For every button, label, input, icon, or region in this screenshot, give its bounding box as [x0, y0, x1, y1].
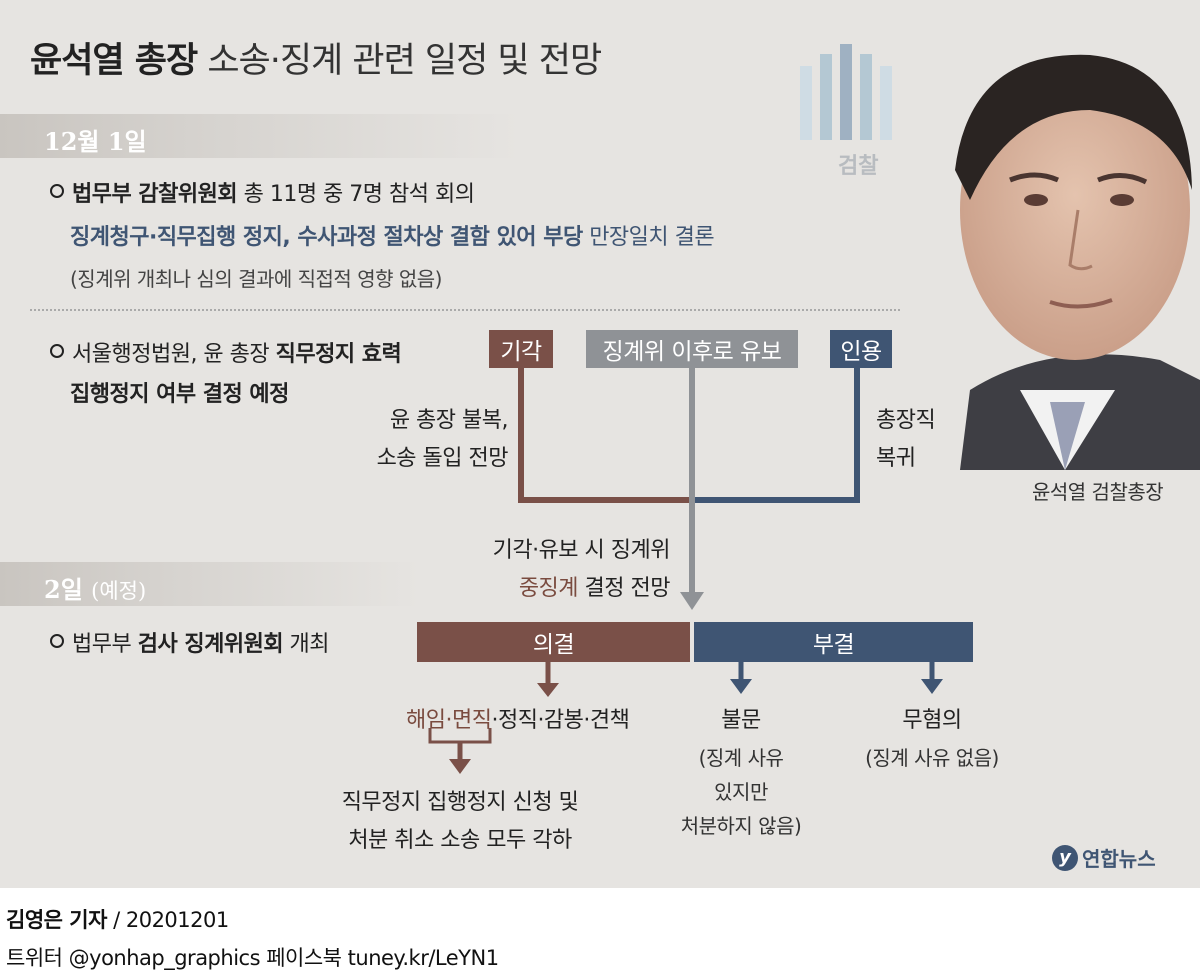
penalties-rest: ·정직·감봉·견책	[491, 708, 630, 733]
credit-date: / 20201201	[106, 908, 229, 932]
credit-line-2: 트위터 @yonhap_graphics 페이스북 tuney.kr/LeYN1	[6, 946, 499, 970]
nomun-label: 불문	[721, 708, 761, 733]
item3-line: 법무부 검사 징계위원회 개최	[50, 626, 330, 658]
item1-line2: 징계청구·직무집행 정지, 수사과정 절차상 결함 있어 부당 만장일치 결론	[70, 219, 715, 251]
bullet-icon	[50, 344, 64, 358]
reject-note-1: 윤 총장 불복,	[389, 408, 509, 433]
consequence-1: 직무정지 집행정지 신청 및	[341, 790, 579, 815]
photo-caption: 윤석열 검찰총장	[1032, 480, 1164, 504]
outcome-defer-box: 징계위 이후로 유보	[586, 330, 798, 368]
consequence-2: 처분 취소 소송 모두 각하	[348, 828, 572, 853]
outcome-accept-box: 인용	[830, 330, 892, 368]
merge-note-heavy: 중징계	[518, 576, 579, 601]
muhyeom-note: (징계 사유 없음)	[865, 746, 999, 770]
item2-bold: 직무정지 효력	[275, 342, 402, 367]
item3-plain2: 개최	[283, 632, 330, 657]
nomun-note-1: (징계 사유	[698, 746, 784, 770]
merge-note-1: 기각·유보 시 징계위	[492, 538, 671, 563]
flow-connectors	[428, 364, 943, 774]
nomun-note-2: 있지만	[714, 780, 768, 804]
prosecution-logo-icon	[800, 44, 892, 140]
decision-reject-bar: 부결	[694, 622, 973, 662]
item1-rest: 총 11명 중 7명 참석 회의	[237, 182, 475, 207]
accept-note-1: 총장직	[876, 408, 936, 433]
yonhap-logo-text: 연합뉴스	[1082, 847, 1156, 871]
bullet-icon	[50, 634, 64, 648]
date-band-1	[0, 114, 520, 158]
date-2: 2일 (예정)	[44, 570, 146, 605]
penalties-heavy: 해임·면직	[406, 708, 492, 733]
title-rest: 소송·징계 관련 일정 및 전망	[207, 41, 602, 81]
portrait-photo	[955, 54, 1200, 470]
yonhap-logo: y 연합뉴스	[1052, 843, 1156, 872]
decision-resolve-bar: 의결	[417, 622, 690, 662]
item2-plain: 서울행정법원, 윤 총장	[72, 342, 276, 367]
page-title: 윤석열 총장 소송·징계 관련 일정 및 전망	[30, 32, 602, 83]
penalties: 해임·면직·정직·감봉·견책	[406, 702, 630, 734]
title-bold: 윤석열 총장	[30, 41, 198, 81]
divider	[30, 309, 900, 311]
item1-line1: 법무부 감찰위원회 총 11명 중 7명 참석 회의	[50, 176, 475, 208]
date-1: 12월 1일	[44, 127, 147, 156]
date-2-main: 2일	[44, 575, 83, 604]
merge-note-rest: 결정 전망	[578, 576, 671, 601]
accept-note-2: 복귀	[876, 446, 916, 471]
yonhap-logo-icon: y	[1052, 844, 1078, 871]
date-band-2	[0, 562, 420, 606]
item1-conclusion: 만장일치 결론	[582, 225, 715, 250]
item2-line2: 집행정지 여부 결정 예정	[70, 382, 289, 407]
bullet-icon	[50, 184, 64, 198]
date-2-sub: (예정)	[91, 579, 147, 603]
item1-bold: 법무부 감찰위원회	[72, 182, 238, 207]
credit-line-1: 김영은 기자 / 20201201	[6, 904, 229, 934]
infographic-panel: 검찰 윤석열 검찰총장 윤석열 총장 소송·징계 관련 일정 및 전망 12월 …	[0, 0, 1200, 888]
credit-reporter: 김영은 기자	[6, 908, 107, 932]
item2-line1: 서울행정법원, 윤 총장 직무정지 효력	[50, 336, 402, 368]
item3-plain1: 법무부	[72, 632, 138, 657]
item3-bold: 검사 징계위원회	[137, 632, 284, 657]
outcome-reject-box: 기각	[489, 330, 553, 368]
muhyeom-label: 무혐의	[902, 708, 962, 733]
item1-note: (징계위 개최나 심의 결과에 직접적 영향 없음)	[70, 267, 442, 291]
merge-note-2: 중징계 결정 전망	[440, 570, 671, 602]
prosecution-logo-text: 검찰	[838, 154, 879, 179]
reject-note-2: 소송 돌입 전망	[376, 446, 509, 471]
nomun-note-3: 처분하지 않음)	[680, 814, 802, 838]
item1-blue: 징계청구·직무집행 정지, 수사과정 절차상 결함 있어 부당	[70, 225, 583, 250]
